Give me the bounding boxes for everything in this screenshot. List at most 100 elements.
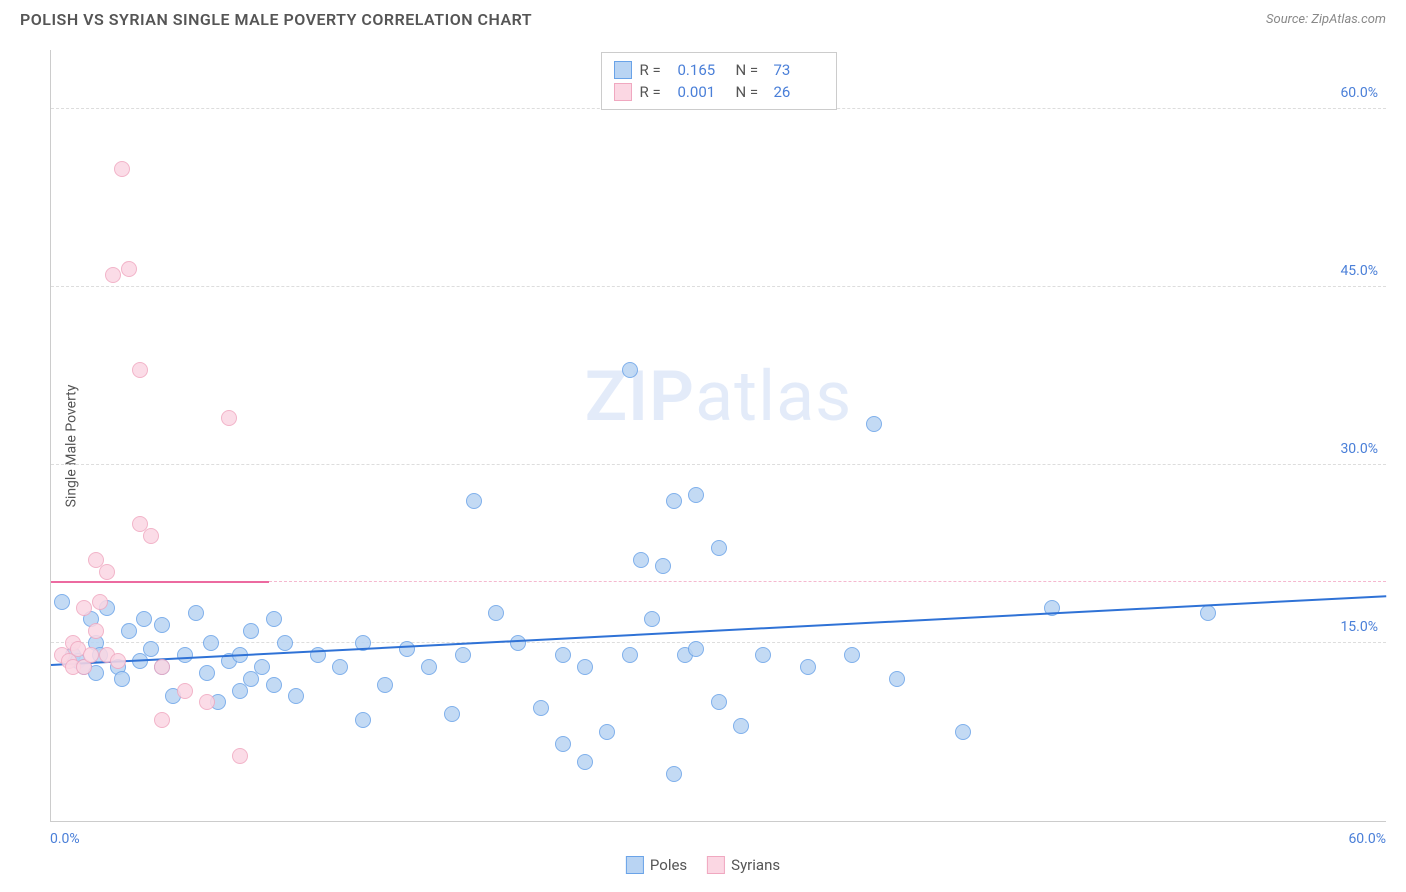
- data-point: [221, 410, 237, 426]
- data-point: [844, 647, 860, 663]
- data-point: [92, 594, 108, 610]
- scatter-plot: ZIPatlas R =0.165N =73R =0.001N =26 15.0…: [50, 50, 1386, 822]
- y-tick-label: 45.0%: [1340, 263, 1378, 279]
- data-point: [377, 677, 393, 693]
- data-point: [143, 641, 159, 657]
- data-point: [866, 416, 882, 432]
- data-point: [266, 677, 282, 693]
- source-label: Source: ZipAtlas.com: [1266, 12, 1386, 27]
- legend-item: Poles: [626, 856, 687, 874]
- data-point: [76, 600, 92, 616]
- legend-swatch: [614, 61, 632, 79]
- data-point: [711, 694, 727, 710]
- legend-n-value: 26: [774, 83, 824, 101]
- data-point: [666, 493, 682, 509]
- data-point: [644, 611, 660, 627]
- data-point: [288, 688, 304, 704]
- y-tick-label: 15.0%: [1340, 619, 1378, 635]
- data-point: [510, 635, 526, 651]
- data-point: [688, 487, 704, 503]
- legend-stat-row: R = 0.165 N = 73: [614, 59, 824, 81]
- data-point: [488, 605, 504, 621]
- data-point: [466, 493, 482, 509]
- data-point: [955, 724, 971, 740]
- data-point: [800, 659, 816, 675]
- legend-r-value: 0.165: [678, 61, 728, 79]
- gridline: [51, 642, 1386, 643]
- data-point: [132, 362, 148, 378]
- trend-line-dashed: [269, 581, 1386, 582]
- x-tick-max: 60.0%: [1348, 831, 1386, 847]
- y-tick-label: 30.0%: [1340, 441, 1378, 457]
- data-point: [121, 261, 137, 277]
- data-point: [232, 748, 248, 764]
- data-point: [54, 594, 70, 610]
- data-point: [889, 671, 905, 687]
- data-point: [199, 694, 215, 710]
- data-point: [577, 754, 593, 770]
- data-point: [110, 653, 126, 669]
- data-point: [555, 736, 571, 752]
- legend-swatch: [626, 856, 644, 874]
- legend-stats: R = 0.165 N = 73 R = 0.001 N = 26: [601, 52, 837, 110]
- data-point: [114, 161, 130, 177]
- legend-n-label: N =: [736, 61, 766, 79]
- legend-r-value: 0.001: [678, 83, 728, 101]
- data-point: [99, 564, 115, 580]
- legend-r-label: R =: [640, 61, 670, 79]
- data-point: [143, 528, 159, 544]
- legend-stat-row: R = 0.001 N = 26: [614, 81, 824, 103]
- data-point: [455, 647, 471, 663]
- legend-series: Poles Syrians: [626, 856, 780, 874]
- data-point: [399, 641, 415, 657]
- data-point: [711, 540, 727, 556]
- y-tick-label: 60.0%: [1340, 85, 1378, 101]
- trend-line: [51, 581, 269, 583]
- data-point: [277, 635, 293, 651]
- data-point: [154, 617, 170, 633]
- data-point: [688, 641, 704, 657]
- data-point: [755, 647, 771, 663]
- data-point: [203, 635, 219, 651]
- data-point: [622, 647, 638, 663]
- legend-swatch: [707, 856, 725, 874]
- data-point: [154, 712, 170, 728]
- data-point: [121, 623, 137, 639]
- data-point: [177, 683, 193, 699]
- data-point: [83, 647, 99, 663]
- gridline: [51, 464, 1386, 465]
- data-point: [188, 605, 204, 621]
- legend-item: Syrians: [707, 856, 780, 874]
- data-point: [577, 659, 593, 675]
- data-point: [154, 659, 170, 675]
- data-point: [254, 659, 270, 675]
- data-point: [1200, 605, 1216, 621]
- legend-swatch: [614, 83, 632, 101]
- data-point: [243, 623, 259, 639]
- data-point: [136, 611, 152, 627]
- data-point: [199, 665, 215, 681]
- data-point: [555, 647, 571, 663]
- data-point: [266, 611, 282, 627]
- chart-title: POLISH VS SYRIAN SINGLE MALE POVERTY COR…: [20, 10, 532, 29]
- data-point: [655, 558, 671, 574]
- legend-label: Syrians: [731, 856, 780, 874]
- data-point: [622, 362, 638, 378]
- data-point: [355, 712, 371, 728]
- data-point: [633, 552, 649, 568]
- data-point: [444, 706, 460, 722]
- data-point: [421, 659, 437, 675]
- x-tick-min: 0.0%: [50, 831, 80, 847]
- data-point: [733, 718, 749, 734]
- data-point: [88, 623, 104, 639]
- gridline: [51, 286, 1386, 287]
- data-point: [332, 659, 348, 675]
- data-point: [599, 724, 615, 740]
- legend-n-label: N =: [736, 83, 766, 101]
- data-point: [177, 647, 193, 663]
- data-point: [666, 766, 682, 782]
- legend-n-value: 73: [774, 61, 824, 79]
- legend-r-label: R =: [640, 83, 670, 101]
- data-point: [114, 671, 130, 687]
- legend-label: Poles: [650, 856, 687, 874]
